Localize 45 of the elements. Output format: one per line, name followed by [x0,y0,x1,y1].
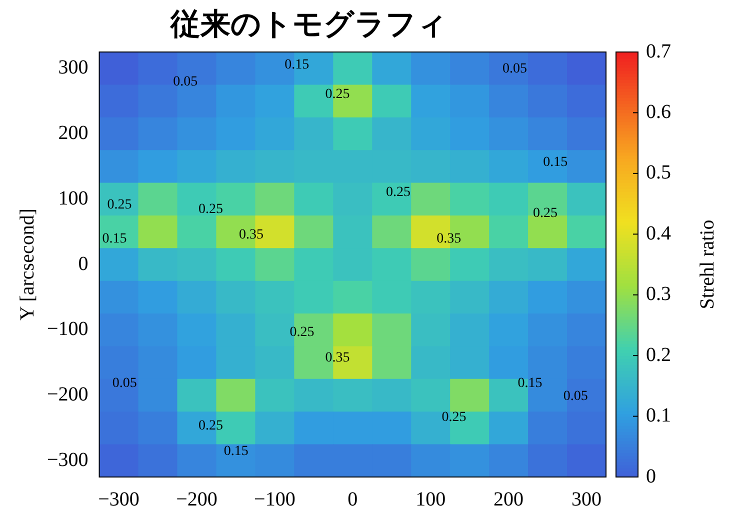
annotation: 0.05 [502,62,528,77]
color-bar-label: 0.6 [646,100,671,123]
annotation: 0.25 [386,184,410,200]
color-bar-label: 0.7 [646,40,671,62]
y-axis-title: Y [arcsecond] [16,208,38,320]
x-tick-label: −100 [254,488,296,510]
chart-title: 従来のトモグラフィ [170,6,448,42]
x-tick-label: 100 [416,488,446,510]
x-tick-label: 0 [348,488,358,510]
y-tick-label: −200 [47,384,88,406]
annotation: 0.25 [442,410,466,426]
y-tick-label: 100 [58,187,88,210]
annotation: 0.25 [198,418,224,434]
annotation: 0.15 [543,155,568,170]
color-bar-label: 0 [646,465,656,488]
y-tick-label: 0 [78,252,88,275]
y-tick-label: −100 [47,318,88,340]
x-tick-label: −300 [98,488,140,510]
annotation: 0.35 [325,350,350,366]
x-tick-label: −200 [176,488,218,510]
x-tick-label: 300 [572,488,602,510]
annotation: 0.25 [198,202,224,217]
annotation: 0.15 [224,444,248,460]
annotation: 0.15 [518,376,542,392]
annotation: 0.25 [290,325,314,340]
y-tick-label: −300 [47,448,88,471]
annotation: 0.25 [107,198,132,213]
color-bar-label: 0.2 [646,344,671,366]
color-bar-label: 0.4 [646,222,671,244]
annotation: 0.35 [436,232,462,247]
color-bar-title: Strehl ratio [696,220,718,310]
annotation: 0.15 [284,57,310,72]
color-bar-label: 0.3 [646,283,671,306]
annotation: 0.25 [532,206,558,222]
color-bar-label: 0.1 [646,404,671,427]
annotation: 0.35 [239,227,264,242]
annotation: 0.25 [325,87,350,102]
color-bar-label: 0.5 [646,162,671,184]
y-tick-label: 300 [58,56,88,79]
y-tick-label: 200 [58,122,88,144]
annotation: 0.15 [102,232,127,247]
x-tick-label: 200 [494,488,524,510]
annotation: 0.05 [112,376,137,392]
annotation: 0.05 [173,74,198,90]
annotation: 0.05 [563,388,588,404]
